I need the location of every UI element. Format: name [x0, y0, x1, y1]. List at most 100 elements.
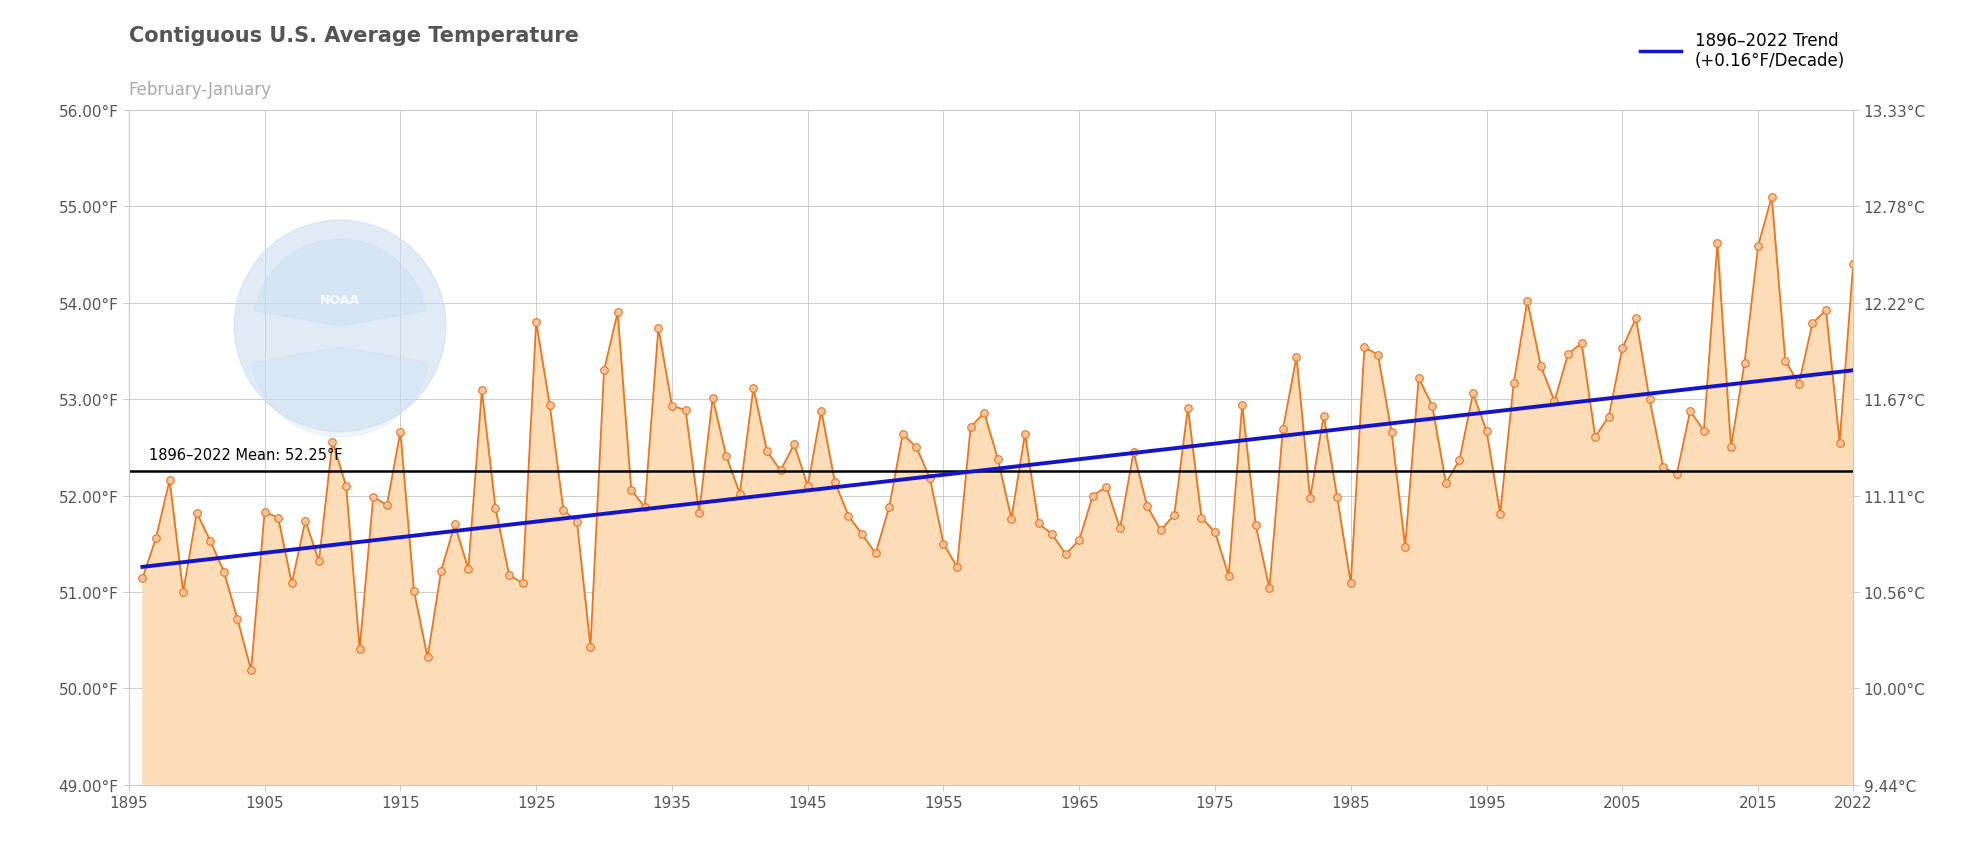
Point [1784, 378, 1816, 392]
Point [656, 399, 688, 413]
Point [737, 381, 769, 395]
Point [250, 506, 281, 519]
Text: Contiguous U.S. Average Temperature: Contiguous U.S. Average Temperature [129, 26, 579, 45]
Point [1796, 316, 1827, 330]
Point [275, 577, 307, 590]
Point [981, 453, 1013, 467]
Point [1132, 500, 1163, 514]
Point [1213, 569, 1245, 583]
Point [1389, 540, 1421, 554]
Point [1050, 548, 1082, 561]
Point [1362, 349, 1393, 363]
Point [1823, 436, 1855, 450]
Point [1429, 477, 1461, 490]
Point [1157, 508, 1189, 522]
Point [1837, 258, 1869, 272]
Legend: 1896–2022 Trend
(+0.16°F/Decade): 1896–2022 Trend (+0.16°F/Decade) [1639, 32, 1845, 70]
Point [561, 515, 593, 529]
Point [751, 445, 783, 459]
Point [452, 562, 484, 576]
Point [533, 398, 565, 412]
Point [1227, 398, 1259, 412]
Point [995, 513, 1027, 526]
Point [1241, 519, 1272, 532]
Point [723, 487, 755, 501]
Point [317, 435, 349, 449]
Point [1498, 376, 1530, 390]
Point [547, 503, 579, 517]
Text: 1896–2022 Mean: 52.25°F: 1896–2022 Mean: 52.25°F [149, 447, 343, 462]
Point [846, 528, 878, 542]
Point [1728, 357, 1760, 370]
Point [480, 502, 511, 515]
Point [1266, 423, 1298, 437]
Point [194, 534, 226, 548]
Point [1512, 294, 1544, 308]
Point [642, 322, 674, 335]
Point [331, 479, 363, 493]
Point [1037, 528, 1068, 542]
Point [1524, 360, 1556, 374]
Point [1185, 511, 1217, 525]
Point [1756, 191, 1788, 205]
Point [426, 564, 458, 577]
Text: February-January: February-January [129, 81, 272, 99]
Point [412, 651, 444, 664]
Point [1076, 489, 1108, 502]
Point [1457, 387, 1488, 401]
Point [1443, 454, 1475, 467]
Point [860, 547, 892, 560]
Point [141, 531, 172, 545]
Point [1294, 492, 1326, 506]
Point [1146, 524, 1177, 537]
Point [1348, 341, 1379, 355]
Point [874, 501, 906, 514]
Point [1471, 425, 1502, 438]
Point [494, 568, 525, 582]
Point [1714, 441, 1746, 455]
Point [1607, 342, 1639, 356]
Point [1619, 312, 1651, 326]
Point [1253, 582, 1284, 595]
Point [1647, 461, 1679, 474]
Point [222, 612, 254, 626]
Point [1689, 425, 1720, 438]
Point [438, 518, 470, 531]
Point [575, 641, 606, 654]
Point [1810, 305, 1841, 318]
Point [1742, 240, 1774, 253]
Point [955, 421, 987, 434]
Point [1118, 446, 1150, 460]
Point [1336, 577, 1368, 590]
Point [180, 507, 212, 520]
Point [1090, 480, 1122, 494]
Point [1376, 426, 1407, 439]
Point [398, 584, 430, 598]
Point [684, 507, 716, 520]
Point [1538, 395, 1570, 409]
Point [1403, 372, 1435, 386]
Point [886, 427, 918, 441]
Point [900, 441, 932, 455]
Point [1308, 409, 1340, 423]
Point [1009, 427, 1041, 441]
Point [1199, 525, 1231, 539]
Point [1552, 348, 1584, 362]
Point [969, 406, 1001, 420]
Point [1280, 351, 1312, 364]
Point [303, 554, 335, 568]
Point [670, 403, 702, 417]
Point [589, 364, 620, 378]
Point [208, 566, 240, 579]
Point [1675, 404, 1707, 418]
Point [941, 560, 973, 574]
Point [371, 499, 402, 513]
Point [793, 479, 825, 493]
Point [1633, 393, 1665, 407]
Point [1701, 237, 1732, 251]
Point [1594, 410, 1625, 424]
Point [343, 642, 375, 656]
Point [1485, 508, 1516, 521]
Point [805, 404, 836, 418]
Point [357, 490, 388, 504]
